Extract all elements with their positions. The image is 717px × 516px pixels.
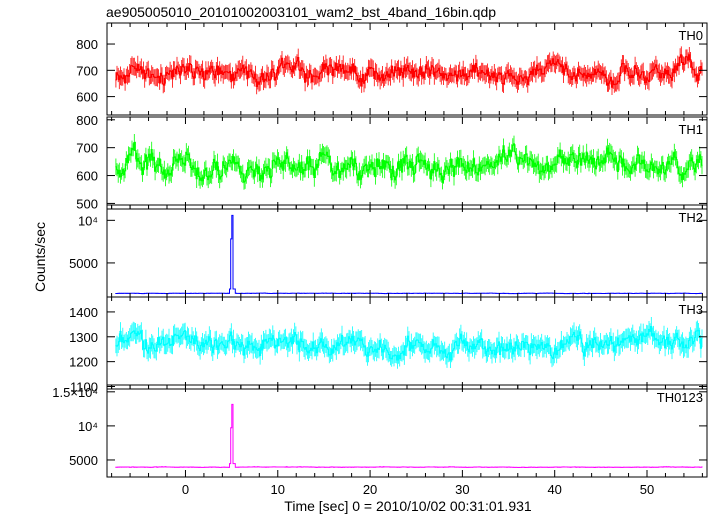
x-tick-label: 30 — [455, 482, 469, 497]
y-axis-label: Counts/sec — [32, 222, 48, 292]
x-tick-label: 0 — [182, 482, 189, 497]
panel-th3: 1100 1200 1300 1400 TH3 — [69, 296, 708, 395]
error-bars-th0123 — [115, 404, 703, 468]
panel-th1: 500 600 700 800 TH1 — [76, 113, 708, 211]
chart-title: ae905005010_20101002003101_wam2_bst_4ban… — [106, 4, 496, 20]
series-line-th3 — [115, 326, 703, 361]
panel-frame — [106, 204, 708, 298]
y-tick-label: 5000 — [69, 453, 98, 468]
y-tick-label: 500 — [76, 196, 98, 211]
y-tick-label: 10⁴ — [78, 213, 98, 228]
panel-th2: 5000 10⁴ TH2 — [69, 204, 708, 298]
y-tick-label: 1200 — [69, 355, 98, 370]
x-tick-label: 50 — [640, 482, 654, 497]
y-tick-label: 700 — [76, 63, 98, 78]
y-tick-label: 1300 — [69, 330, 98, 345]
panel-label-th3: TH3 — [678, 302, 703, 317]
panel-label-th0: TH0 — [678, 28, 703, 43]
y-tick-label: 10⁴ — [78, 419, 98, 434]
x-tick-label: 20 — [363, 482, 377, 497]
series-line-th0 — [115, 54, 703, 88]
y-tick-label: 600 — [76, 90, 98, 105]
y-tick-label: 1400 — [69, 305, 98, 320]
x-axis-label: Time [sec] 0 = 2010/10/02 00:31:01.931 — [284, 498, 532, 514]
series-line-th2 — [115, 214, 703, 295]
y-tick-label: 5000 — [69, 256, 98, 271]
y-tick-label: 1.5×10⁴ — [52, 385, 98, 400]
panel-label-th0123: TH0123 — [657, 390, 703, 405]
series-line-th0123 — [115, 403, 703, 468]
y-tick-label: 800 — [76, 113, 98, 128]
panel-th0: 600 700 800 TH0 — [76, 22, 708, 116]
panel-label-th1: TH1 — [678, 122, 703, 137]
x-tick-label: 10 — [271, 482, 285, 497]
panel-frame — [106, 384, 708, 478]
error-bars-th1 — [115, 134, 703, 190]
y-tick-label: 600 — [76, 169, 98, 184]
panel-label-th2: TH2 — [678, 210, 703, 225]
y-tick-label: 800 — [76, 37, 98, 52]
y-tick-label: 1100 — [70, 380, 98, 395]
panel-th0123: 5000 10⁴ 1.5×10⁴ TH0123 — [52, 384, 708, 478]
error-bars-th2 — [115, 215, 703, 294]
y-tick-label: 700 — [76, 141, 98, 156]
series-line-th1 — [115, 142, 703, 183]
x-tick-label: 40 — [547, 482, 561, 497]
